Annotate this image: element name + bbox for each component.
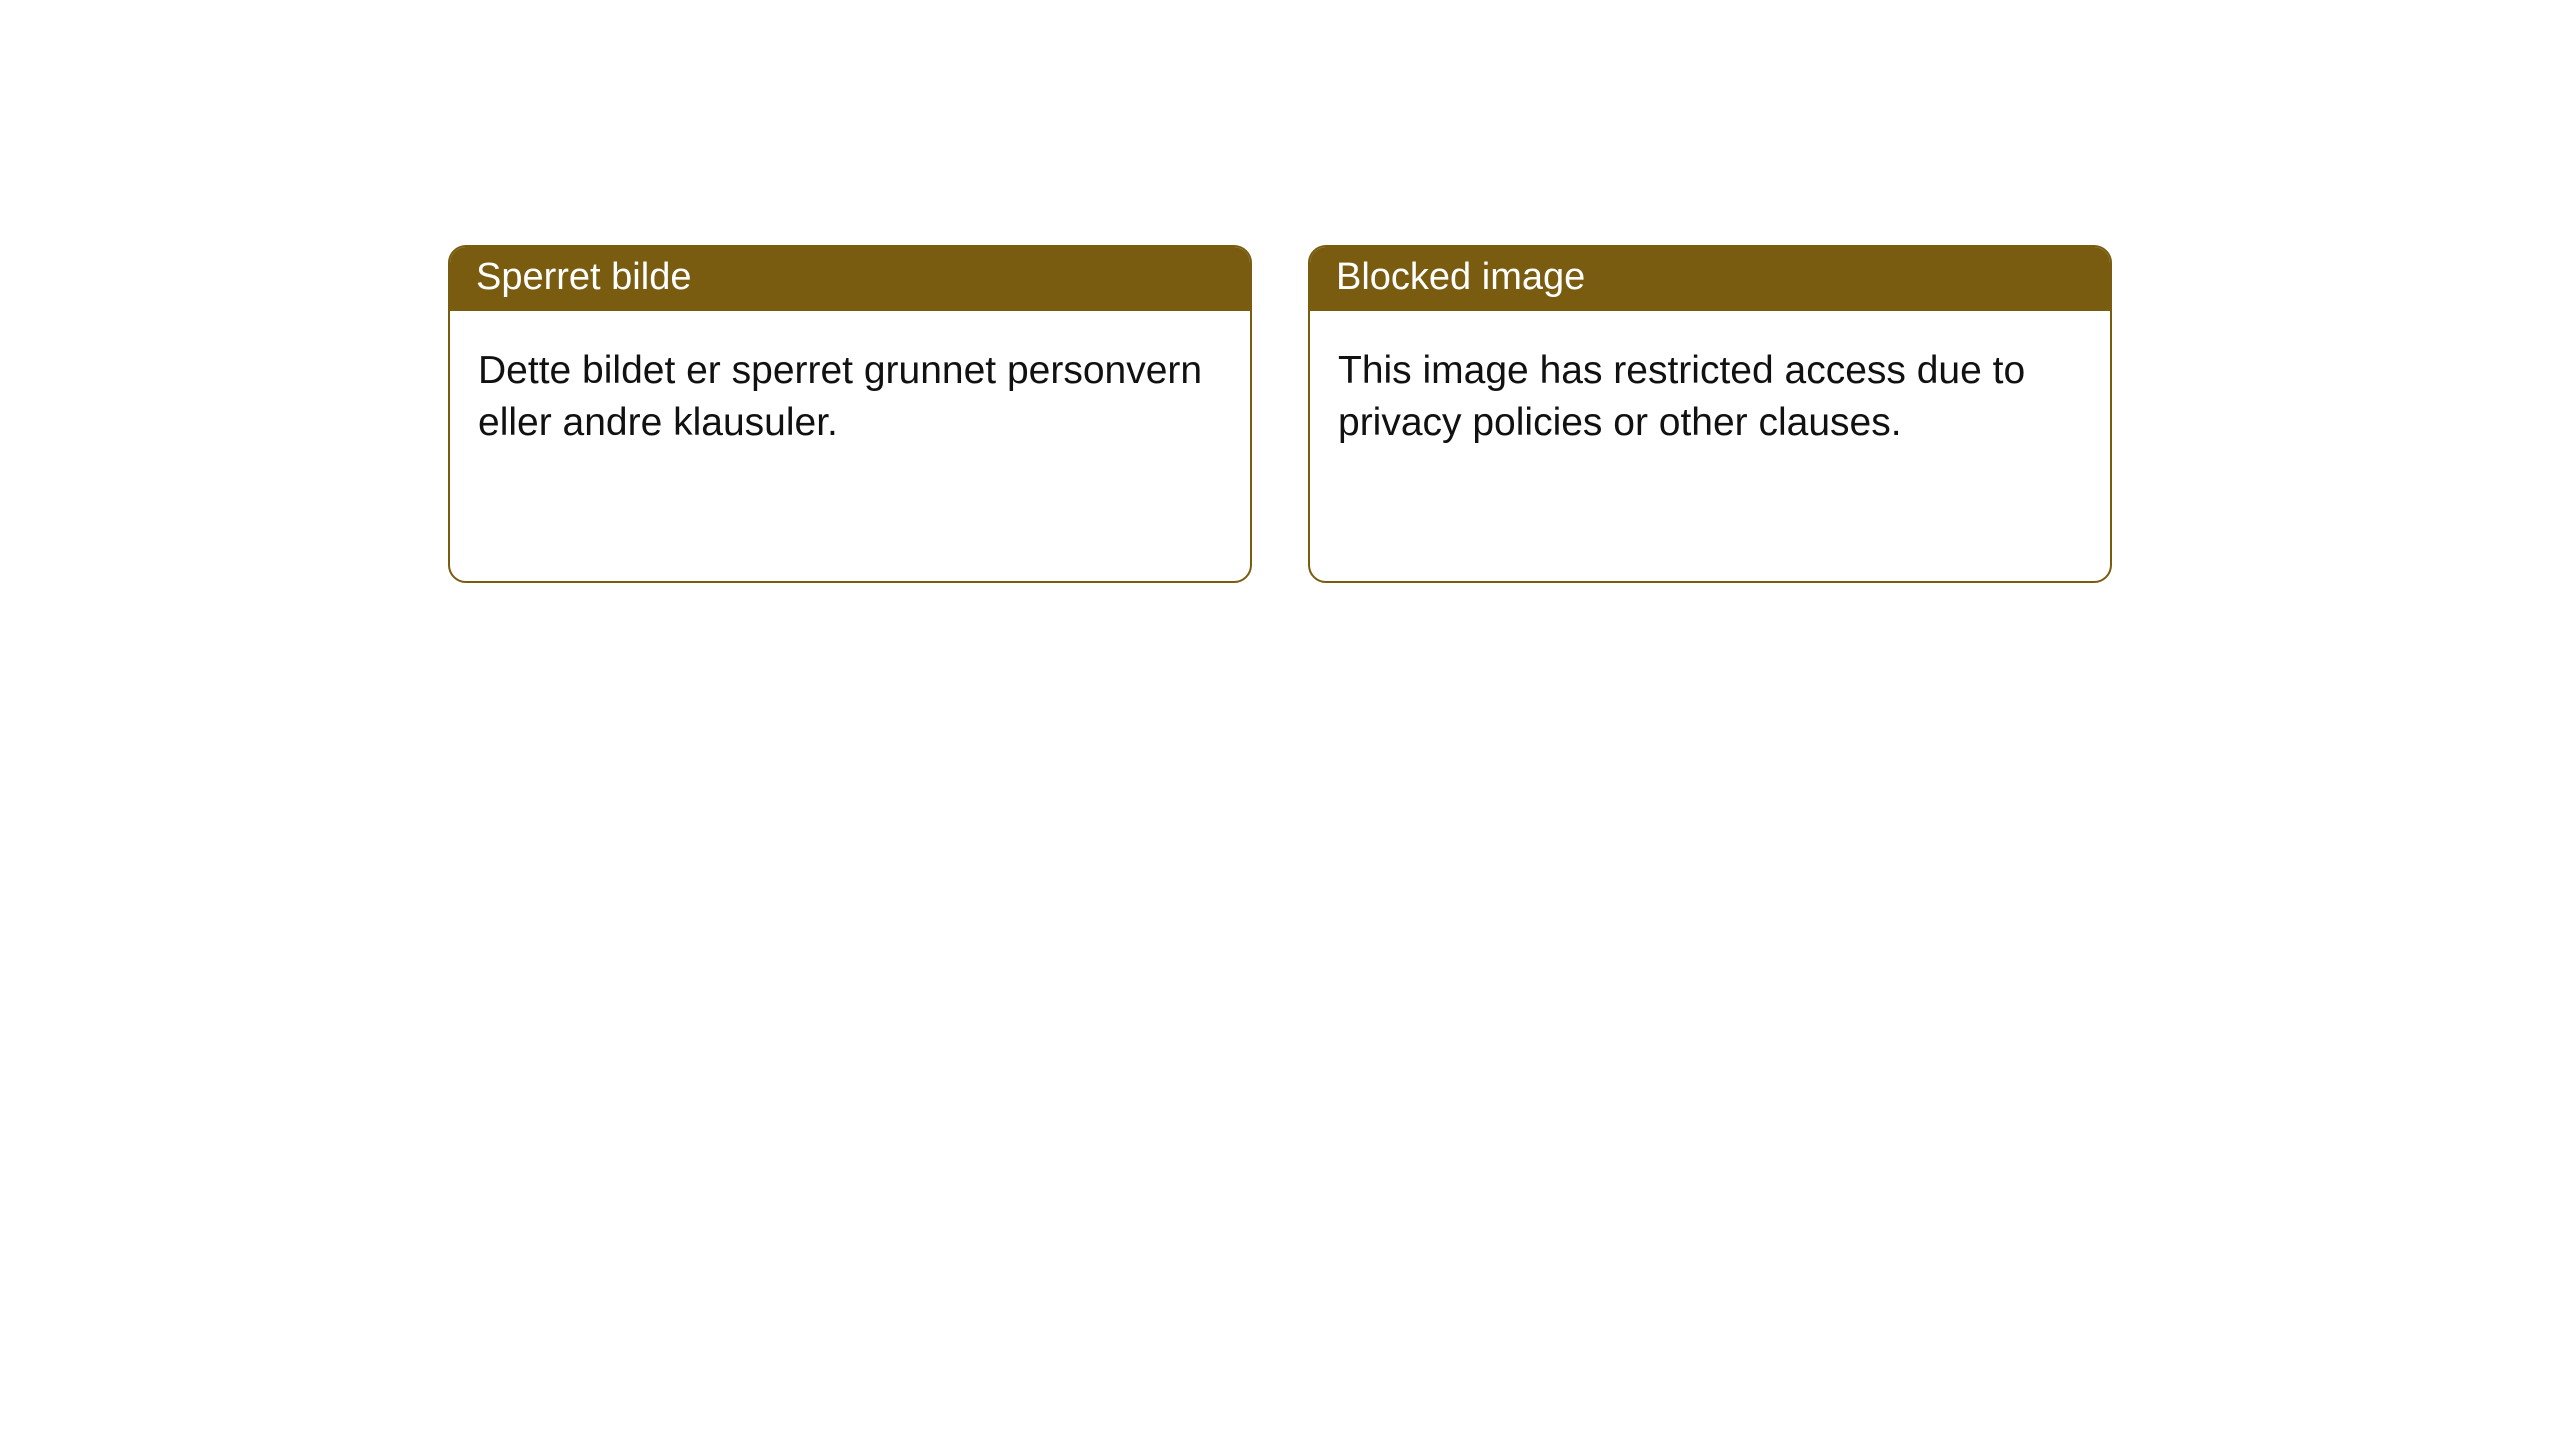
panel-row: Sperret bilde Dette bildet er sperret gr… bbox=[0, 0, 2560, 583]
panel-title-no: Sperret bilde bbox=[450, 247, 1250, 311]
blocked-image-panel-no: Sperret bilde Dette bildet er sperret gr… bbox=[448, 245, 1252, 583]
panel-body-en: This image has restricted access due to … bbox=[1310, 311, 2110, 581]
panel-title-en: Blocked image bbox=[1310, 247, 2110, 311]
blocked-image-panel-en: Blocked image This image has restricted … bbox=[1308, 245, 2112, 583]
panel-body-no: Dette bildet er sperret grunnet personve… bbox=[450, 311, 1250, 581]
